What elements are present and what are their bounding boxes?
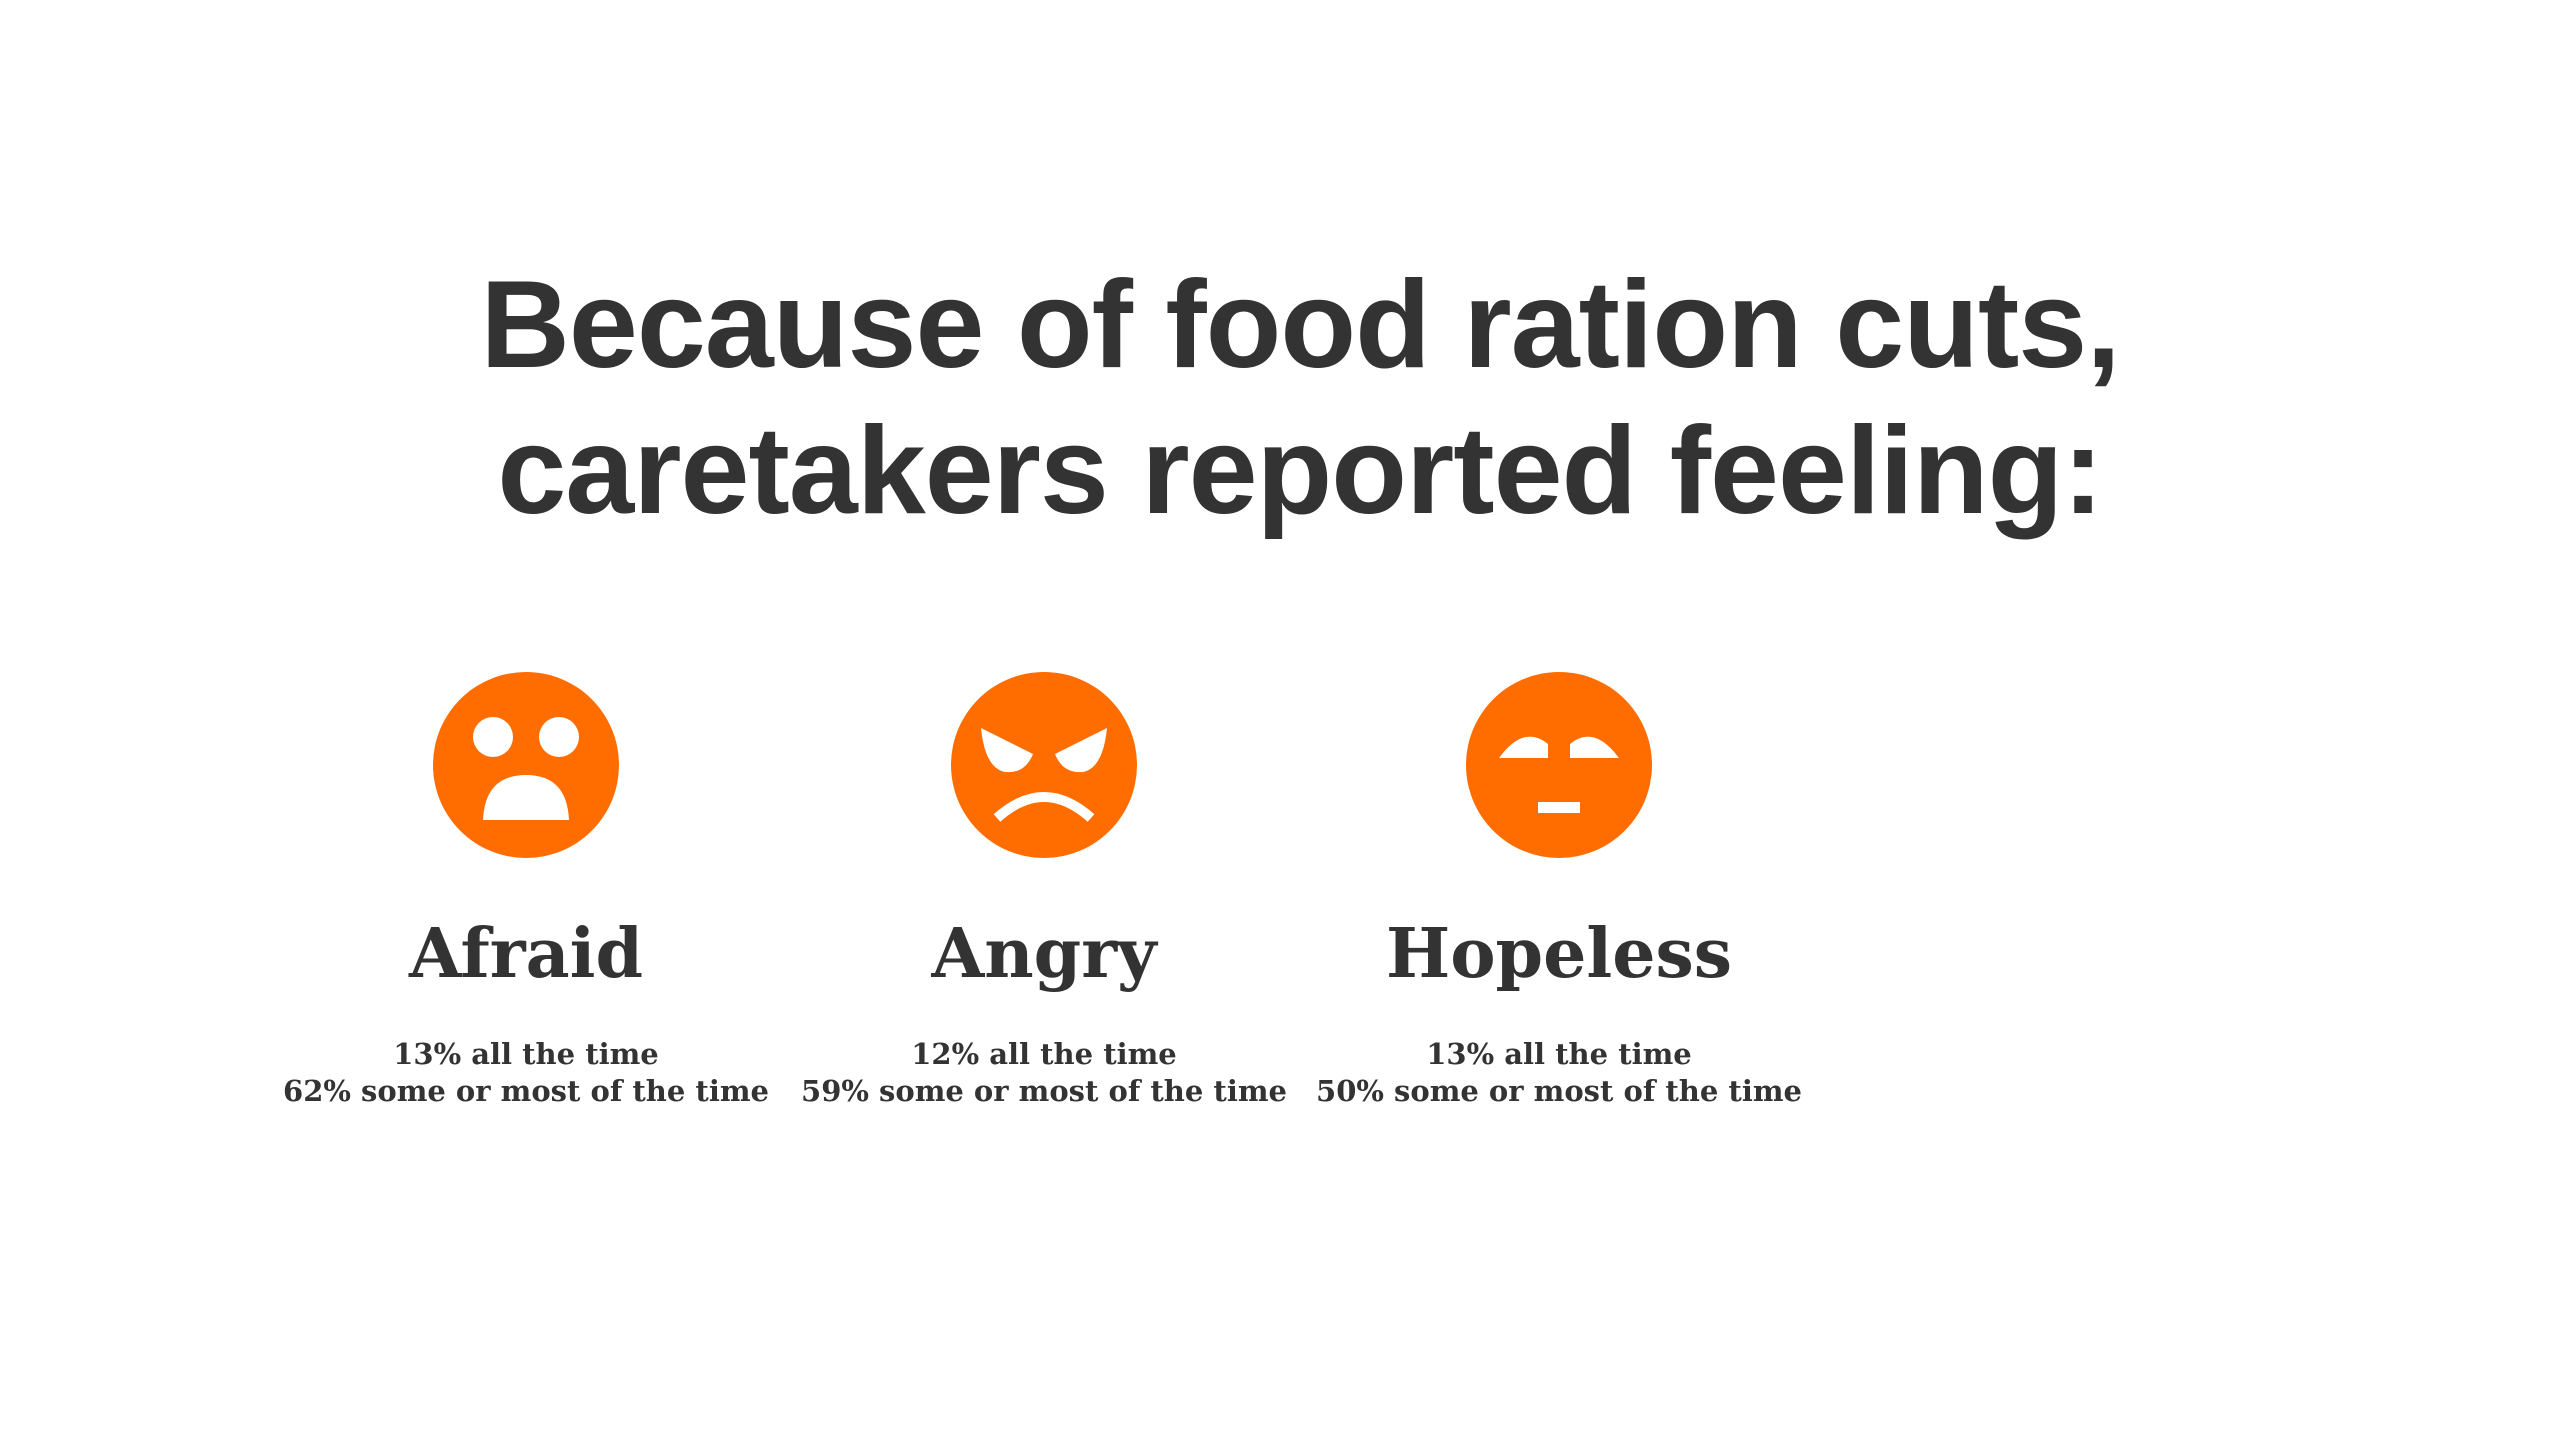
- stats-angry: 12% all the time 59% some or most of the…: [784, 1036, 1304, 1110]
- afraid-face-icon: [433, 672, 619, 858]
- stat-all-the-time: 13% all the time: [393, 1037, 659, 1071]
- stat-all-the-time: 13% all the time: [1426, 1037, 1692, 1071]
- stat-all-the-time: 12% all the time: [911, 1037, 1177, 1071]
- stats-hopeless: 13% all the time 50% some or most of the…: [1299, 1036, 1819, 1110]
- emotion-label-hopeless: Hopeless: [1385, 914, 1733, 994]
- headline-line-1: Because of food ration cuts,: [480, 256, 2120, 394]
- stat-some-or-most: 62% some or most of the time: [283, 1074, 769, 1108]
- stat-some-or-most: 50% some or most of the time: [1316, 1074, 1802, 1108]
- feeling-hopeless: Hopeless 13% all the time 50% some or mo…: [1299, 672, 1819, 1110]
- feeling-afraid: Afraid 13% all the time 62% some or most…: [266, 672, 786, 1110]
- headline-line-2: caretakers reported feeling:: [497, 402, 2103, 540]
- headline: Because of food ration cuts, caretakers …: [0, 252, 2560, 544]
- emotion-label-afraid: Afraid: [408, 914, 644, 994]
- emotion-label-angry: Angry: [931, 914, 1157, 994]
- angry-face-icon: [951, 672, 1137, 858]
- stats-afraid: 13% all the time 62% some or most of the…: [266, 1036, 786, 1110]
- stat-some-or-most: 59% some or most of the time: [801, 1074, 1287, 1108]
- hopeless-face-icon: [1466, 672, 1652, 858]
- feeling-angry: Angry 12% all the time 59% some or most …: [784, 672, 1304, 1110]
